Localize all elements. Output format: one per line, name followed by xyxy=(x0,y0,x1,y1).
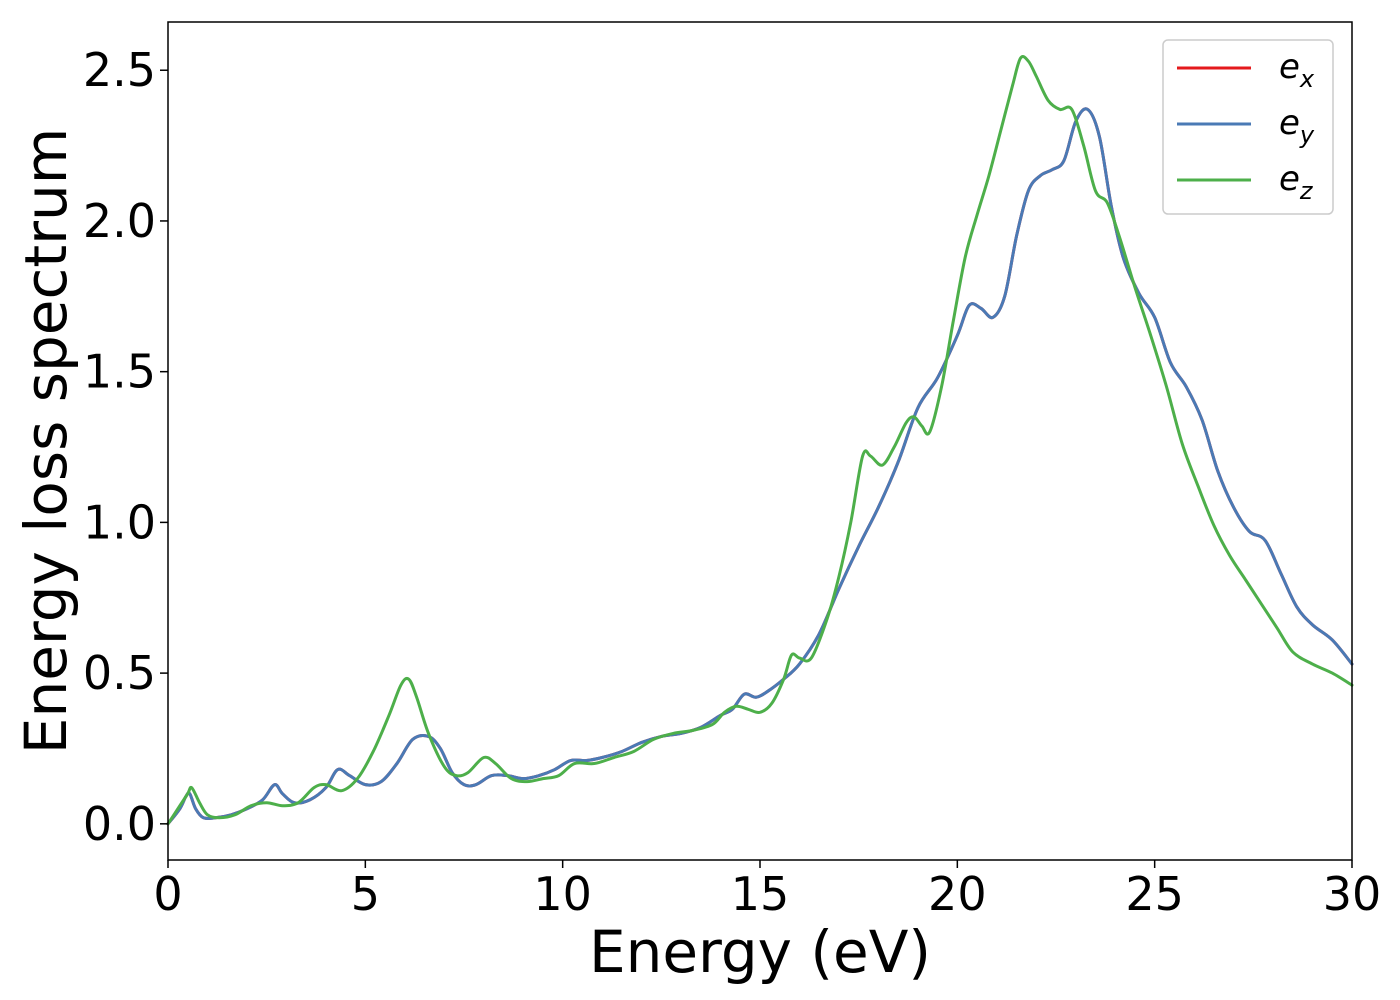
y-tick-label: 2.5 xyxy=(83,43,156,97)
y-tick-label: 2.0 xyxy=(83,194,156,248)
series-line-y xyxy=(166,107,1354,826)
y-tick-label: 0.0 xyxy=(83,797,156,851)
y-tick-label: 0.5 xyxy=(83,646,156,700)
series-line-x xyxy=(166,107,1354,826)
x-axis-ticks: 0 5 10 15 20 25 30 xyxy=(153,860,1381,921)
y-tick-label: 1.5 xyxy=(83,345,156,399)
y-axis-ticks: 0.0 0.5 1.0 1.5 2.0 2.5 xyxy=(83,43,168,851)
y-axis-label: Energy loss spectrum xyxy=(12,128,80,754)
x-tick-label: 30 xyxy=(1323,867,1382,921)
x-axis-label: Energy (eV) xyxy=(589,918,931,986)
series-line-z xyxy=(166,55,1354,826)
x-tick-label: 5 xyxy=(351,867,380,921)
x-tick-label: 25 xyxy=(1125,867,1184,921)
legend-box xyxy=(1162,39,1334,215)
series-layer xyxy=(166,55,1354,826)
x-tick-label: 20 xyxy=(928,867,987,921)
x-tick-label: 0 xyxy=(153,867,182,921)
x-tick-label: 10 xyxy=(533,867,592,921)
y-tick-label: 1.0 xyxy=(83,495,156,549)
x-tick-label: 15 xyxy=(731,867,790,921)
